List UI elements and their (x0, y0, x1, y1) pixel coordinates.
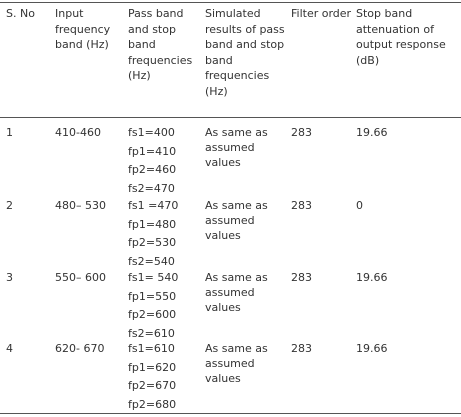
cell-line: fp2=460 (128, 163, 177, 176)
cell: 620- 670 (55, 342, 105, 355)
cell-line: fs2=610 (128, 326, 175, 340)
cell-line: fp1=410 (128, 144, 177, 158)
header-cell: Stop band attenuation of output response… (356, 7, 446, 67)
cell: 283 (291, 126, 312, 139)
cell: 1 (6, 126, 13, 139)
cell-line: fp1=480 (128, 217, 177, 231)
cell: 550– 600 (55, 271, 106, 284)
cell: 2 (6, 199, 13, 212)
cell: 3 (6, 271, 13, 284)
header-rule (0, 117, 461, 118)
cell-line: fp1=620 (128, 360, 177, 374)
cell-line: fp2=600 (128, 308, 177, 321)
cell: 19.66 (356, 342, 388, 355)
bottom-rule (0, 413, 461, 414)
cell-line: fp2=680 (128, 397, 177, 411)
header-cell: Pass band and stop band frequencies (Hz) (128, 7, 193, 82)
cell-line: fs2=540 (128, 254, 175, 268)
cell-line: fs2=470 (128, 181, 175, 195)
header-cell: S. No (6, 7, 35, 20)
cell: As same as assumed values (205, 126, 268, 169)
cell: 410-460 (55, 126, 101, 139)
cell: As same as assumed values (205, 271, 268, 314)
cell: As same as assumed values (205, 199, 268, 242)
cell: 19.66 (356, 126, 388, 139)
cell: 283 (291, 199, 312, 212)
cell-line: fs1 =470 (128, 199, 179, 212)
cell: 283 (291, 271, 312, 284)
cell: 0 (356, 199, 363, 212)
cell: 283 (291, 342, 312, 355)
cell-line: fp1=550 (128, 289, 177, 303)
cell-line: fp2=670 (128, 379, 177, 392)
cell: 480– 530 (55, 199, 106, 212)
header-cell: Input frequency band (Hz) (55, 7, 111, 51)
cell: 19.66 (356, 271, 388, 284)
cell-line: fs1=610 (128, 342, 175, 355)
top-rule (0, 2, 461, 3)
cell-line: fp2=530 (128, 236, 177, 249)
cell: As same as assumed values (205, 342, 268, 385)
cell-line: fs1=400 (128, 126, 175, 139)
cell: 4 (6, 342, 13, 355)
cell-line: fs1= 540 (128, 271, 179, 284)
header-cell: Simulated results of pass band and stop … (205, 7, 285, 98)
header-cell: Filter order (291, 7, 352, 20)
